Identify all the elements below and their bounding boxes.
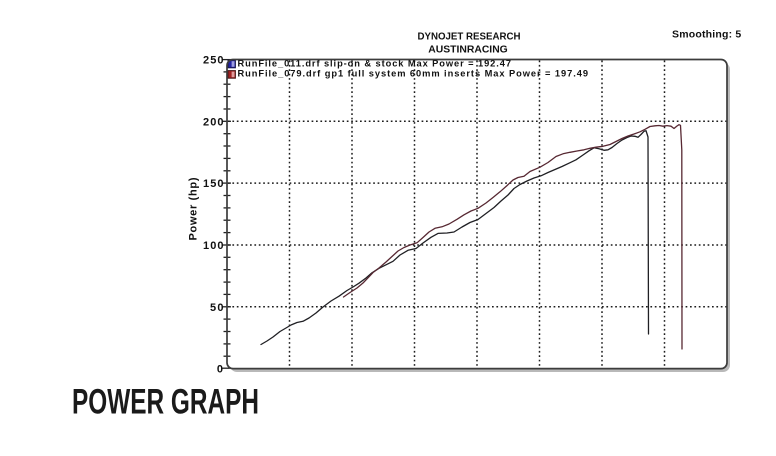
svg-text:0: 0	[217, 364, 223, 376]
svg-text:RunFile_079.drf gp1 full syste: RunFile_079.drf gp1 full system 60mm ins…	[238, 69, 589, 79]
svg-text:Power (hp): Power (hp)	[188, 177, 200, 240]
svg-text:RunFile_011.drf slip-on & stoc: RunFile_011.drf slip-on & stock Max Powe…	[238, 58, 512, 68]
svg-text:AUSTINRACING: AUSTINRACING	[428, 44, 508, 55]
svg-text:250: 250	[203, 55, 224, 67]
svg-text:100: 100	[203, 240, 224, 252]
svg-text:DYNOJET RESEARCH: DYNOJET RESEARCH	[418, 32, 521, 43]
svg-text:50: 50	[210, 302, 224, 314]
svg-text:200: 200	[203, 116, 224, 128]
svg-text:POWER GRAPH: POWER GRAPH	[72, 382, 259, 421]
svg-text:150: 150	[203, 178, 224, 190]
svg-text:Smoothing: 5: Smoothing: 5	[672, 28, 741, 40]
